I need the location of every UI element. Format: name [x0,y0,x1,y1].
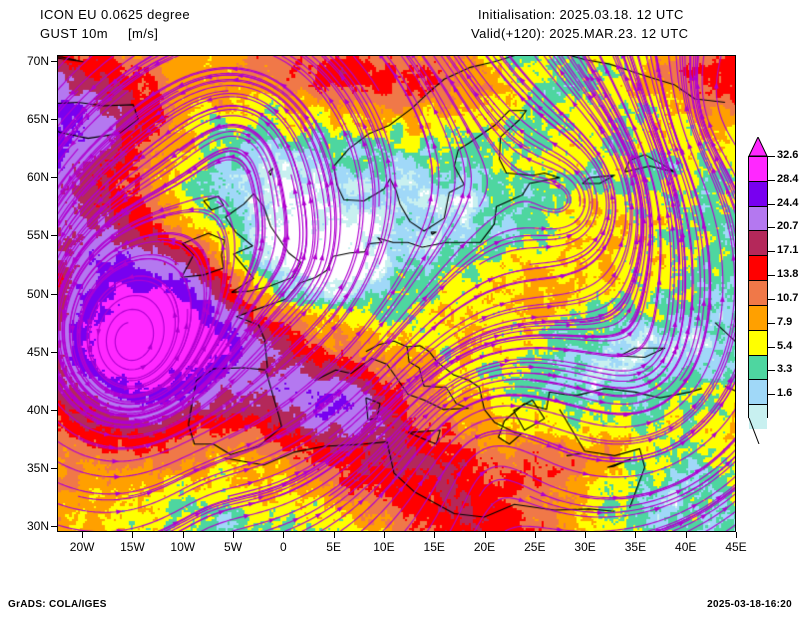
x-tick [534,532,536,538]
colorbar-swatch [749,281,767,306]
colorbar-label: 5.4 [777,339,793,352]
x-axis-label: 20E [473,540,496,554]
x-axis-label: 15E [423,540,445,554]
header-model-line1: ICON EU 0.0625 degree [40,7,191,22]
map-plot-area[interactable] [57,55,736,532]
colorbar-tick [768,298,775,300]
x-tick [82,532,84,538]
y-tick [51,409,57,411]
y-tick [51,60,57,62]
colorbar-swatch [749,405,767,429]
x-tick [182,532,184,538]
colorbar-label: 20.7 [777,220,799,233]
x-axis-label: 45E [725,540,747,554]
y-tick [51,351,57,353]
x-tick [736,532,737,538]
colorbar-tick [768,322,775,324]
x-axis-label: 5E [326,540,341,554]
x-tick [484,532,486,538]
colorbar-max-arrow [748,135,768,157]
y-axis-label: 45N [26,344,49,359]
y-tick [51,235,57,237]
y-axis-label: 55N [26,228,49,243]
colorbar-tick [768,275,775,277]
colorbar-tick [768,179,775,181]
colorbar-swatch [749,330,767,356]
colorbar-swatch [749,206,767,232]
colorbar-label: 24.4 [777,196,799,209]
colorbar-swatch [749,181,767,207]
colorbar-label: 10.7 [777,291,799,304]
colorbar-swatch [749,231,767,257]
colorbar-tick [768,156,775,157]
colorbar-tick [768,394,775,396]
x-axis-label: 30E [574,540,596,554]
colorbar-label: 32.6 [777,149,799,161]
y-tick [51,177,57,179]
colorbar-swatch [749,305,767,331]
x-axis-label: 0 [279,540,287,554]
y-axis-label: 35N [26,461,49,475]
x-tick [383,532,385,538]
colorbar-tick [768,203,775,205]
colorbar-label: 13.8 [777,268,799,281]
x-tick [333,532,335,538]
y-tick [51,468,57,469]
colorbar-label: 1.6 [777,387,793,400]
y-axis-label: 50N [26,286,49,301]
x-tick [685,532,687,538]
colorbar-swatch [749,380,767,406]
x-axis-label: 20W [69,540,95,554]
colorbar-tick [768,227,775,229]
y-axis-label: 70N [26,53,49,68]
y-tick [51,526,57,528]
x-axis-label: 5W [224,540,243,554]
colorbar-tick [768,251,775,253]
x-axis-label: 15W [120,540,145,554]
x-axis-label: 10E [373,540,395,554]
y-axis-label: 40N [26,402,49,417]
colorbar-label: 7.9 [777,315,793,328]
header-model-line2: GUST 10m [m/s] [40,26,159,41]
colorbar-swatch [749,157,767,182]
colorbar-label: 3.3 [777,363,793,376]
footer-timestamp: 2025-03-18-16:20 [707,599,792,610]
y-axis-label: 60N [26,170,49,185]
colorbar-tick [768,370,775,372]
x-tick [132,532,134,538]
colorbar[interactable] [748,156,768,429]
y-axis-label: 30N [26,519,49,534]
colorbar-label: 28.4 [777,172,799,185]
y-tick [51,118,57,120]
x-tick [434,532,436,538]
footer-credit: GrADS: COLA/IGES [8,599,107,610]
x-axis-label: 25E [524,540,546,554]
x-tick [635,532,637,538]
colorbar-swatch [749,355,767,381]
colorbar-tick [768,346,775,348]
x-tick [233,532,235,538]
y-axis-label: 65N [26,111,49,126]
header-valid-time: Valid(+120): 2025.MAR.23. 12 UTC [471,26,689,41]
x-tick [585,532,587,538]
x-tick [283,532,285,538]
colorbar-label: 17.1 [777,244,799,257]
header-initialisation: Initialisation: 2025.03.18. 12 UTC [478,7,684,22]
y-tick [51,293,57,295]
x-axis-label: 40E [675,540,697,554]
colorbar-swatch [749,256,767,282]
x-axis-label: 35E [624,540,647,554]
colorbar-min-tail [748,417,770,445]
x-axis-label: 10W [170,540,196,554]
streamline-overlay [58,56,735,531]
